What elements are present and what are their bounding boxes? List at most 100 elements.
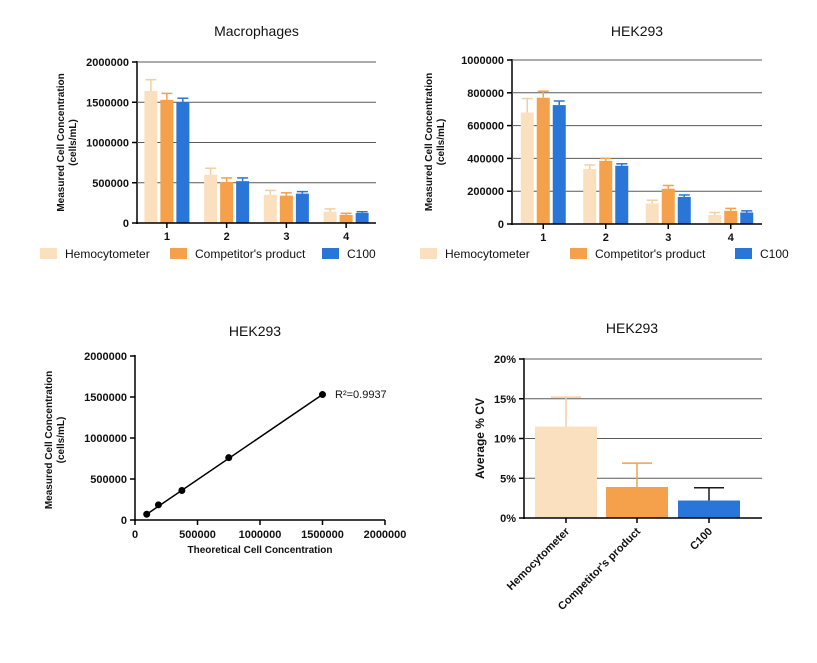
legend-label: C100 bbox=[760, 247, 789, 261]
y-tick-label: 20% bbox=[494, 354, 516, 366]
x-tick-label: 500000 bbox=[179, 529, 216, 541]
y-axis-label-line: (cells/mL) bbox=[56, 417, 67, 464]
x-tick-label: Hemocytometer bbox=[505, 525, 573, 593]
legend-label: Hemocytometer bbox=[445, 247, 530, 261]
x-tick-label: 4 bbox=[343, 231, 350, 243]
x-tick-label: 0 bbox=[132, 529, 138, 541]
y-tick-label: 2000000 bbox=[86, 57, 129, 69]
y-tick-label: 500000 bbox=[92, 178, 129, 190]
bar bbox=[724, 210, 738, 224]
legend-label: Competitor's product bbox=[595, 247, 706, 261]
y-axis-label-line: (cells/mL) bbox=[436, 119, 447, 166]
bar bbox=[677, 196, 691, 224]
y-tick-label: 1500000 bbox=[86, 97, 129, 109]
legend-swatch bbox=[420, 248, 437, 259]
y-tick-label: 0 bbox=[121, 515, 127, 527]
bar bbox=[176, 102, 190, 223]
bar bbox=[236, 181, 250, 223]
x-tick-label: 2 bbox=[224, 231, 230, 243]
x-tick-label: 3 bbox=[283, 231, 289, 243]
bar bbox=[615, 165, 629, 224]
y-tick-label: 1000000 bbox=[84, 433, 127, 445]
trend-line bbox=[146, 393, 323, 515]
y-axis-label: Average % CV bbox=[473, 398, 487, 479]
y-tick-label: 600000 bbox=[467, 121, 504, 133]
chart-title: HEK293 bbox=[611, 23, 663, 39]
bar bbox=[263, 194, 277, 223]
data-point bbox=[319, 391, 326, 399]
y-tick-label: 1000000 bbox=[461, 55, 504, 67]
y-tick-label: 2000000 bbox=[84, 351, 127, 363]
legend-label: Hemocytometer bbox=[65, 247, 150, 261]
bar bbox=[160, 99, 174, 223]
y-tick-label: 800000 bbox=[467, 88, 504, 100]
x-tick-label: 2 bbox=[603, 232, 609, 244]
y-axis-label: Measured Cell Concentration(cells/mL) bbox=[424, 73, 447, 211]
y-axis-label: Measured Cell Concentration(cells/mL) bbox=[44, 371, 67, 509]
y-tick-label: 400000 bbox=[467, 153, 504, 165]
legend-swatch bbox=[170, 248, 187, 259]
x-tick-label: 1000000 bbox=[239, 529, 282, 541]
bar bbox=[535, 426, 597, 518]
y-tick-label: 5% bbox=[500, 473, 516, 485]
y-tick-label: 1000000 bbox=[86, 138, 129, 150]
y-axis-label-line: Measured Cell Concentration bbox=[44, 371, 55, 509]
bar bbox=[355, 212, 369, 223]
y-tick-label: 0% bbox=[500, 513, 516, 525]
y-axis-label: Measured Cell Concentration(cells/mL) bbox=[56, 73, 79, 211]
x-tick-label: 1 bbox=[164, 231, 170, 243]
bar bbox=[220, 181, 234, 223]
x-tick-label: 1500000 bbox=[301, 529, 344, 541]
y-tick-label: 500000 bbox=[90, 474, 127, 486]
bar bbox=[520, 112, 534, 224]
legend-swatch bbox=[40, 248, 57, 259]
x-tick-label: C100 bbox=[688, 526, 715, 553]
bar bbox=[339, 214, 353, 223]
chart-title: Macrophages bbox=[214, 23, 299, 39]
bar bbox=[144, 90, 158, 223]
bar bbox=[599, 160, 613, 224]
x-tick-label: 2000000 bbox=[364, 529, 407, 541]
y-tick-label: 200000 bbox=[467, 186, 504, 198]
y-tick-label: 1500000 bbox=[84, 392, 127, 404]
data-point bbox=[154, 501, 162, 509]
bar bbox=[204, 174, 218, 223]
bar bbox=[295, 193, 309, 223]
legend-swatch bbox=[322, 248, 339, 259]
bar bbox=[536, 97, 550, 224]
y-tick-label: 0 bbox=[123, 218, 129, 230]
x-axis-label: Theoretical Cell Concentration bbox=[187, 545, 332, 556]
x-tick-label: 3 bbox=[665, 232, 671, 244]
bar bbox=[583, 169, 597, 224]
chart-title: HEK293 bbox=[606, 320, 658, 336]
bar bbox=[279, 195, 293, 223]
bar bbox=[740, 212, 754, 224]
y-axis-label-line: Measured Cell Concentration bbox=[424, 73, 435, 211]
bar bbox=[323, 211, 337, 223]
legend-swatch bbox=[570, 248, 587, 259]
legend-label: C100 bbox=[347, 247, 376, 261]
chart-title: HEK293 bbox=[229, 323, 281, 339]
data-point bbox=[178, 486, 186, 494]
bar bbox=[606, 486, 668, 518]
x-tick-label: 4 bbox=[728, 232, 735, 244]
r-squared-annotation: R²=0.9937 bbox=[335, 389, 387, 401]
x-tick-label: 1 bbox=[540, 232, 546, 244]
bar bbox=[678, 500, 740, 518]
legend-label: Competitor's product bbox=[195, 247, 306, 261]
x-tick-label: Competitor's product bbox=[556, 525, 643, 612]
bar bbox=[661, 188, 675, 224]
bar bbox=[552, 105, 566, 224]
y-tick-label: 15% bbox=[494, 394, 516, 406]
y-tick-label: 0 bbox=[498, 219, 504, 231]
data-point bbox=[225, 454, 233, 462]
y-tick-label: 10% bbox=[494, 434, 516, 446]
y-axis-label-line: Measured Cell Concentration bbox=[56, 73, 67, 211]
legend-swatch bbox=[735, 248, 752, 259]
y-axis-label-line: (cells/mL) bbox=[68, 119, 79, 166]
bar bbox=[645, 203, 659, 224]
data-point bbox=[143, 510, 151, 518]
bar bbox=[708, 214, 722, 224]
